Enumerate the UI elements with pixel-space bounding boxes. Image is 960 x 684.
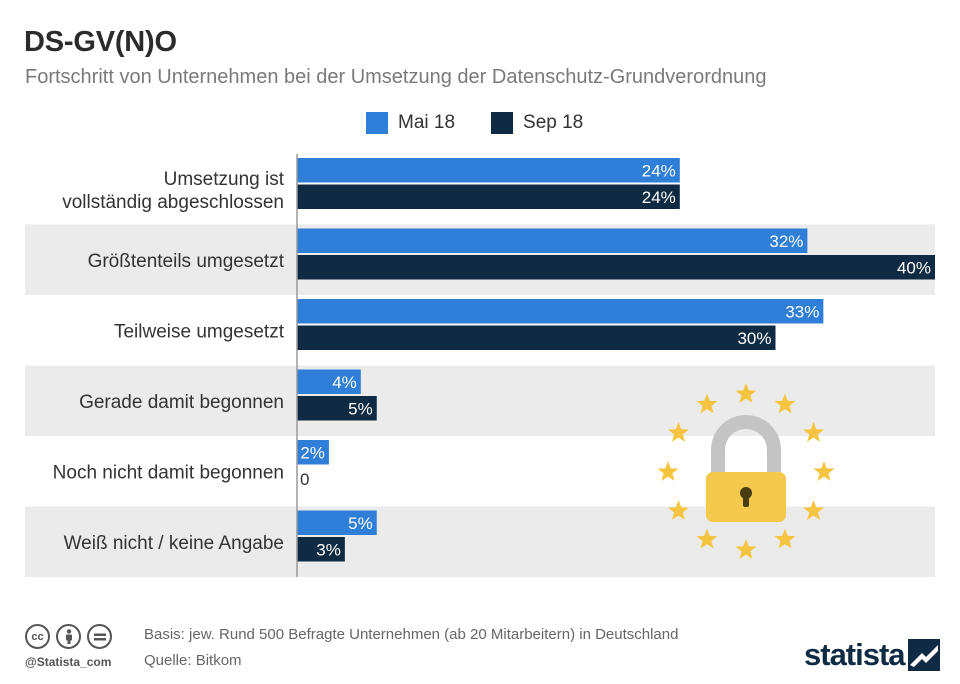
category-label: Umsetzung ist vollständig abgeschlossen (62, 169, 285, 213)
star-icon (668, 422, 689, 442)
keyhole-slot (743, 495, 749, 507)
bar-sep-18 (297, 537, 345, 562)
legend: Mai 18 Sep 18 (366, 112, 619, 134)
star-icon (735, 539, 757, 559)
category-label: Noch nicht damit begonnen (53, 462, 284, 483)
category-label: Gerade damit begonnen (79, 392, 284, 413)
star-icon (803, 500, 824, 520)
statista-logo[interactable]: statista (804, 637, 940, 673)
chart-subtitle: Fortschritt von Unternehmen bei der Umse… (25, 66, 767, 88)
data-label: 3% (316, 540, 341, 559)
data-label: 4% (332, 373, 357, 392)
cc-icon[interactable]: cc (25, 624, 50, 649)
bar-mai-18 (297, 299, 824, 324)
legend-label-mai-18: Mai 18 (398, 112, 456, 133)
nd-icon[interactable] (87, 624, 112, 649)
bar-sep-18 (297, 255, 935, 280)
statista-handle[interactable]: @Statista_com (25, 655, 112, 669)
bar-mai-18 (297, 440, 329, 465)
star-icon (813, 461, 835, 481)
star-icon (774, 393, 796, 414)
basis-note: Basis: jew. Rund 500 Befragte Unternehme… (144, 626, 679, 643)
gdpr-lock-illustration (657, 383, 835, 559)
category-label: Teilweise umgesetzt (114, 321, 285, 342)
star-icon (668, 500, 689, 520)
data-label: 40% (897, 258, 931, 277)
star-icon (657, 461, 679, 481)
license-icons: cc (25, 624, 118, 649)
lock-shackle (711, 415, 781, 474)
statista-mark-icon (907, 639, 940, 671)
bar-mai-18 (297, 369, 361, 394)
data-label: 32% (769, 232, 803, 251)
bar-mai-18 (297, 158, 680, 183)
star-icon (735, 383, 757, 403)
by-icon[interactable] (56, 624, 81, 649)
star-icon (696, 393, 718, 414)
star-icon (803, 422, 824, 442)
legend-swatch-sep-18 (491, 112, 514, 134)
data-label: 5% (348, 399, 373, 418)
data-label: 2% (300, 443, 325, 462)
bar-sep-18 (297, 325, 776, 350)
legend-label-sep-18: Sep 18 (523, 112, 584, 133)
bar-mai-18 (297, 228, 808, 253)
data-label: 24% (642, 161, 676, 180)
category-label: Größtenteils umgesetzt (88, 251, 285, 272)
bar-chart: Umsetzung ist vollständig abgeschlossen 24… (25, 154, 935, 577)
data-label: 24% (642, 188, 676, 207)
statista-wordmark: statista (804, 637, 906, 672)
bar-sep-18 (297, 396, 377, 421)
star-icon (774, 528, 796, 549)
bar-mai-18 (297, 510, 377, 535)
keyhole (740, 487, 752, 499)
legend-item-sep-18: Sep 18 (491, 112, 583, 134)
data-label: 33% (785, 302, 819, 321)
data-label: 30% (737, 329, 771, 348)
data-label: 5% (348, 514, 373, 533)
bar-sep-18 (297, 184, 680, 209)
chart-title: DS-GV(N)O (24, 26, 177, 58)
legend-item-mai-18: Mai 18 (366, 112, 455, 134)
star-icon (696, 528, 718, 549)
source-note: Quelle: Bitkom (144, 652, 242, 669)
legend-swatch-mai-18 (366, 112, 388, 134)
data-label: 0 (300, 470, 309, 489)
category-label: Weiß nicht / keine Angabe (64, 533, 284, 554)
